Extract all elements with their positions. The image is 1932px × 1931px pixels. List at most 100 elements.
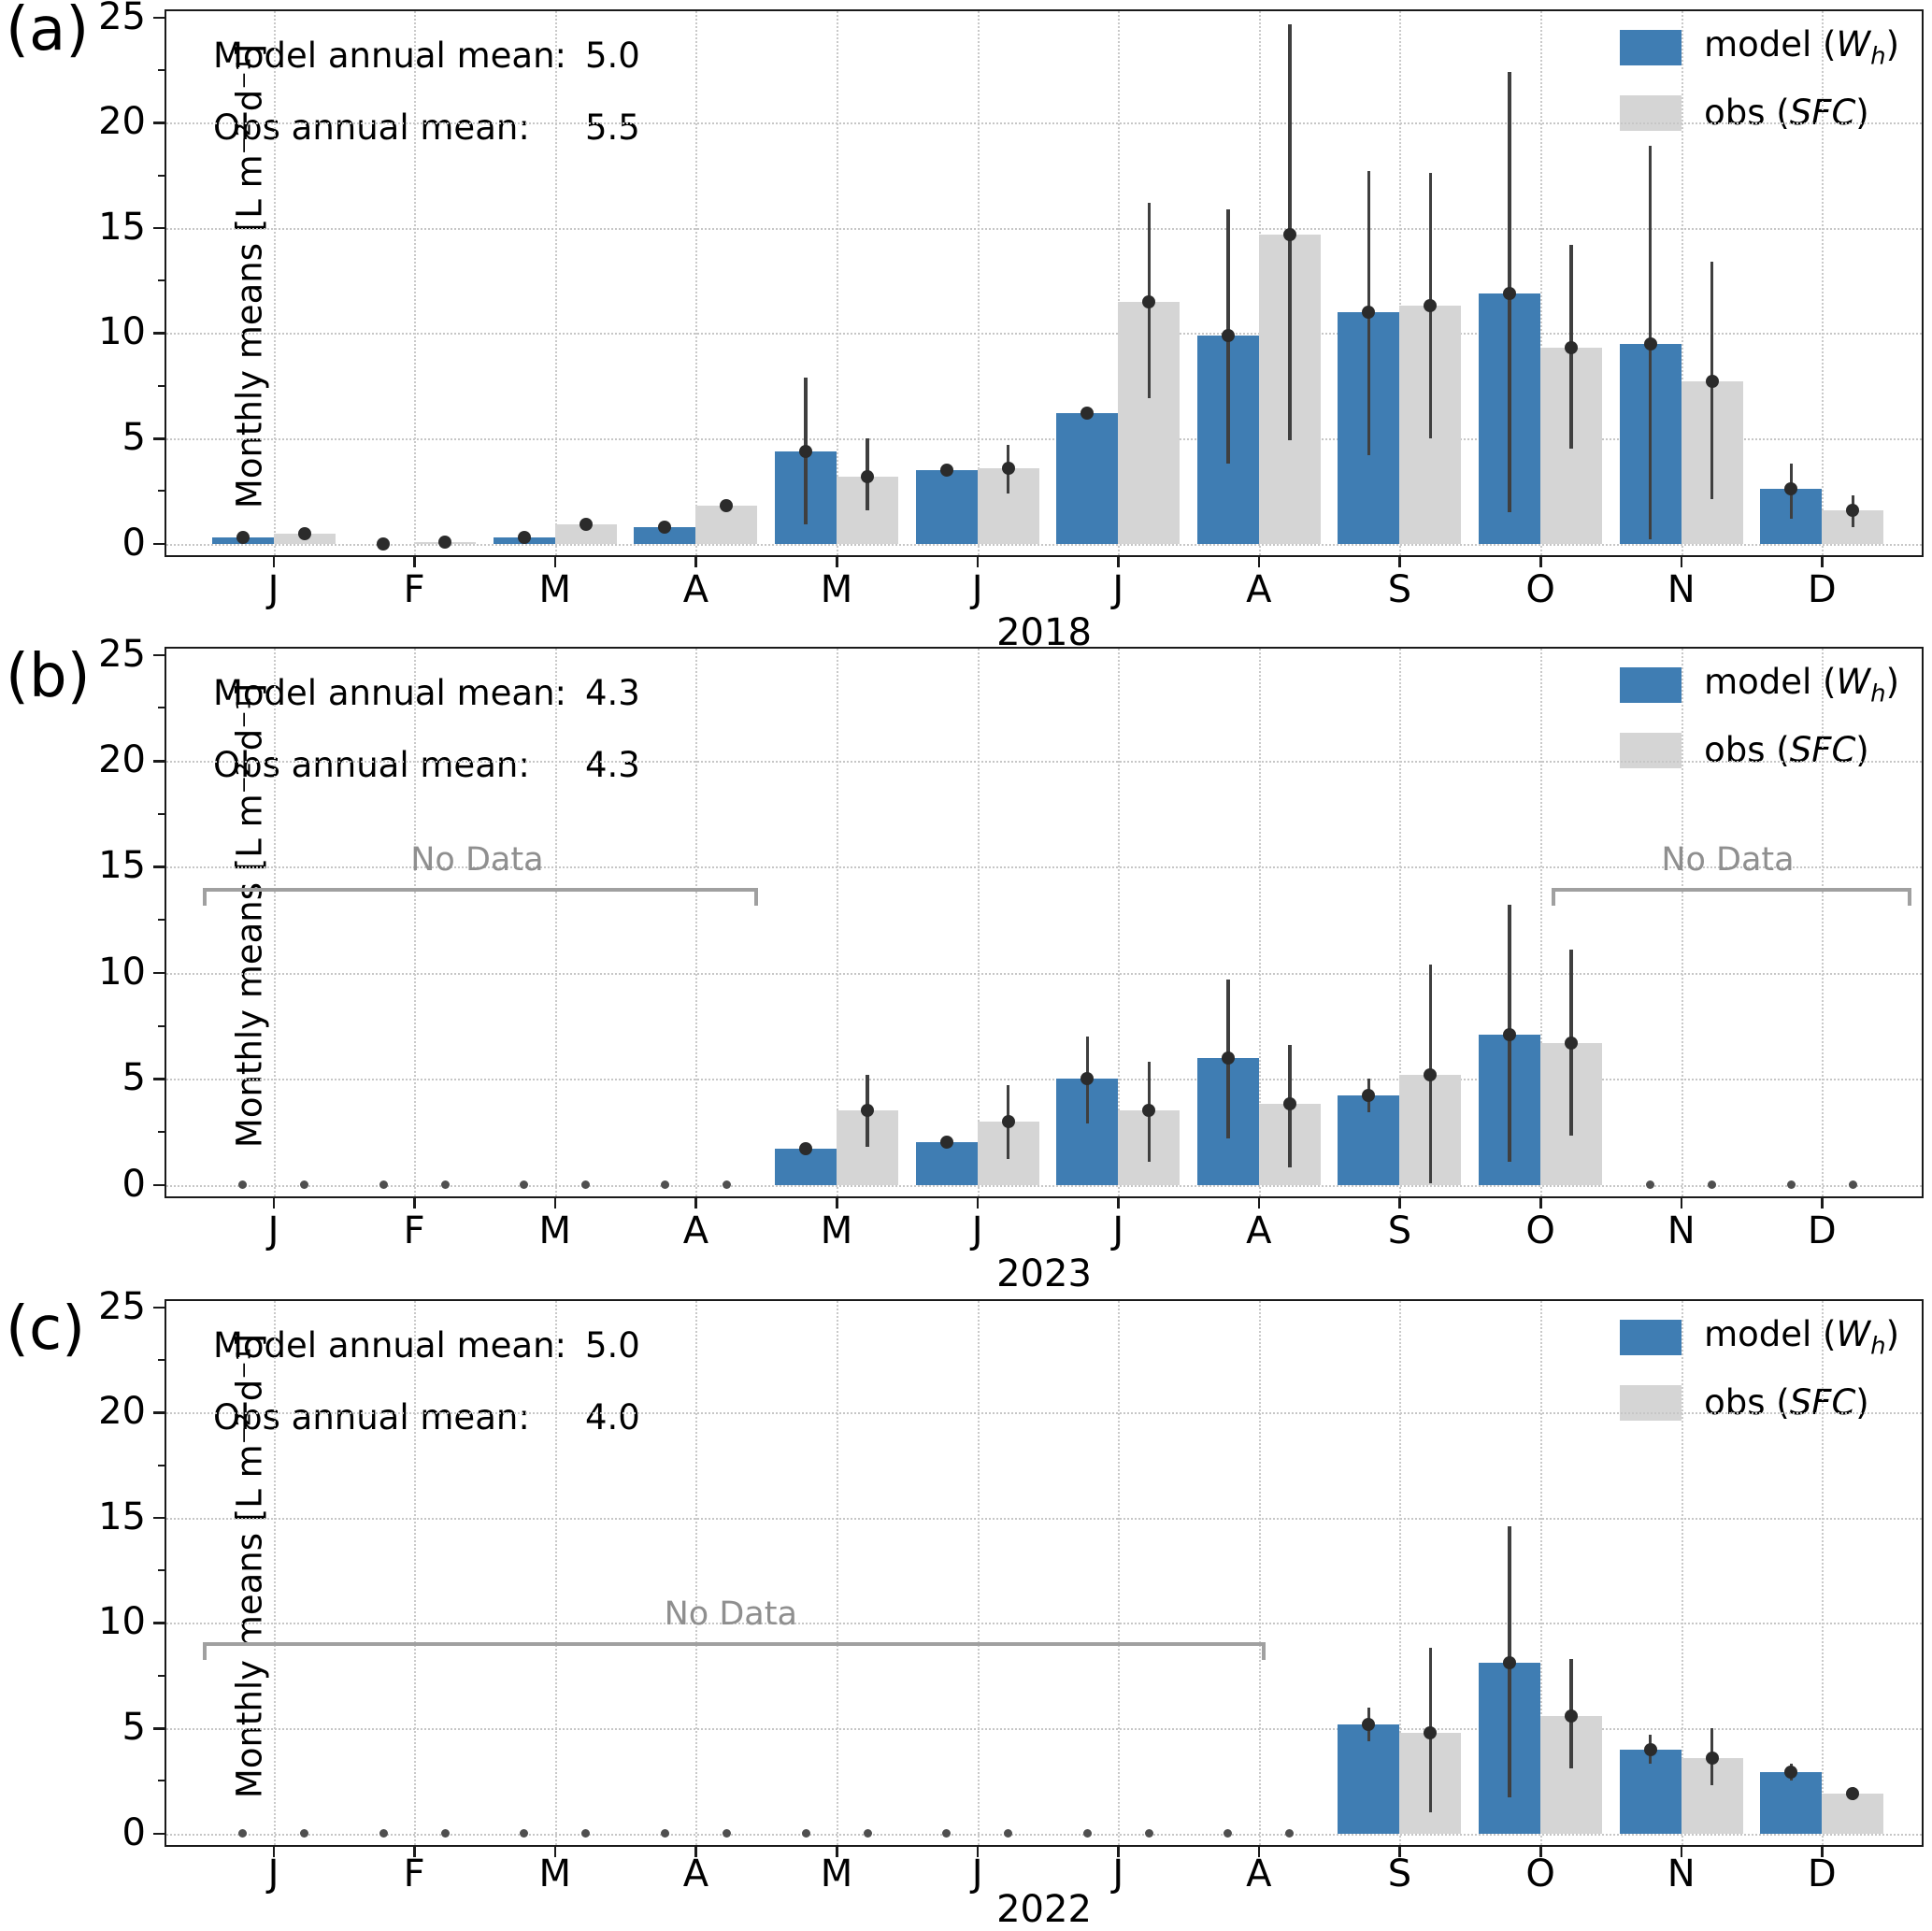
legend: model (Wh) obs (SFC) <box>1620 24 1899 155</box>
mean-marker-model <box>1503 1656 1517 1670</box>
model-swatch <box>1620 1319 1682 1355</box>
y-minor-tick <box>158 1359 166 1362</box>
mean-marker-model <box>1362 1089 1376 1103</box>
mean-marker-obs <box>1565 1036 1579 1050</box>
y-tick-label: 25 <box>98 1284 146 1328</box>
x-gridline <box>1118 1301 1121 1845</box>
x-tick <box>413 555 416 567</box>
no-data-zero-marker <box>863 1829 872 1838</box>
x-gridline <box>414 649 417 1196</box>
legend-model-label: model (Wh) <box>1704 662 1899 708</box>
y-tick-label: 10 <box>98 1600 146 1644</box>
panel-a-letter: (a) <box>6 0 90 64</box>
x-tick <box>553 1196 557 1209</box>
mean-marker-model <box>1503 1027 1517 1041</box>
x-tick-label-month: D <box>1807 568 1837 611</box>
x-tick-label-month: M <box>538 1209 572 1252</box>
x-tick <box>1117 555 1120 567</box>
no-data-zero-marker <box>238 1829 248 1838</box>
x-tick <box>836 555 838 567</box>
mean-marker-model <box>658 520 672 534</box>
y-gridline <box>166 438 1922 441</box>
x-tick-label-month: N <box>1667 568 1696 611</box>
bar-model <box>1338 1724 1400 1834</box>
y-tick-label: 15 <box>98 844 146 888</box>
y-tick-label: 5 <box>122 1706 146 1750</box>
x-tick-label-month: J <box>1112 1852 1124 1895</box>
y-tick-label: 20 <box>98 738 146 782</box>
obs-swatch <box>1620 732 1682 768</box>
no-data-zero-marker <box>581 1180 591 1190</box>
panel-b: (b) Monthly means [L m⁻² d⁻¹] Model annu… <box>0 633 1932 1299</box>
x-tick <box>1539 1845 1542 1857</box>
y-tick-label: 15 <box>98 1495 146 1538</box>
mean-marker-obs <box>861 1104 875 1118</box>
y-tick-label: 5 <box>122 416 146 460</box>
obs-annual-mean-value: 5.5 <box>585 107 640 148</box>
mean-marker-model <box>1221 328 1235 342</box>
x-tick-label-month: J <box>1112 1209 1124 1252</box>
x-tick-label-month: A <box>1246 1852 1272 1895</box>
obs-annual-mean-value: 4.3 <box>585 745 640 785</box>
obs-swatch <box>1620 94 1682 131</box>
x-tick-label-month: S <box>1387 568 1412 611</box>
x-tick-label-month: J <box>1112 568 1124 611</box>
model-annual-mean-line: Model annual mean: 5.0 <box>213 1325 640 1366</box>
mean-marker-obs <box>1001 1114 1015 1128</box>
x-gridline <box>1822 649 1825 1196</box>
mean-marker-model <box>1784 1766 1798 1780</box>
no-data-zero-marker <box>238 1180 248 1190</box>
x-tick <box>1257 1845 1261 1857</box>
y-minor-tick <box>158 279 166 282</box>
model-annual-mean-line: Model annual mean: 4.3 <box>213 673 640 713</box>
x-tick-label-month: J <box>971 1852 983 1895</box>
bar-model <box>915 1142 978 1185</box>
x-gridline <box>1399 1301 1402 1845</box>
x-gridline <box>273 649 276 1196</box>
x-tick <box>1821 1845 1824 1857</box>
no-data-zero-marker <box>801 1829 810 1838</box>
y-tick <box>153 437 166 440</box>
legend-item-obs: obs (SFC) <box>1620 1382 1899 1423</box>
no-data-label: No Data <box>410 841 544 880</box>
panel-b-plot-area: Monthly means [L m⁻² d⁻¹] Model annual m… <box>98 633 1924 1295</box>
bar-obs <box>1822 1793 1884 1834</box>
no-data-bracket <box>203 888 759 907</box>
y-tick-label: 10 <box>98 310 146 354</box>
no-data-bracket <box>1551 888 1912 907</box>
obs-annual-mean-label: Obs annual mean: <box>213 107 530 148</box>
x-tick-label-month: A <box>682 1209 709 1252</box>
x-tick <box>553 555 557 567</box>
no-data-zero-marker <box>722 1180 731 1190</box>
x-gridline <box>1118 649 1121 1196</box>
x-tick <box>1257 555 1261 567</box>
mean-marker-obs <box>1565 1709 1579 1723</box>
x-axis-year-label: 2023 <box>996 1252 1092 1295</box>
y-tick-label: 0 <box>122 1810 146 1854</box>
model-annual-mean-label: Model annual mean: <box>213 1325 566 1366</box>
legend: model (Wh) obs (SFC) <box>1620 1314 1899 1445</box>
no-data-zero-marker <box>520 1180 529 1190</box>
mean-marker-model <box>377 536 391 551</box>
legend-obs-label: obs (SFC) <box>1704 1382 1869 1423</box>
x-tick-label-month: S <box>1387 1209 1412 1252</box>
y-gridline <box>166 333 1922 336</box>
bar-model <box>634 526 696 544</box>
mean-marker-obs <box>1424 299 1438 313</box>
y-minor-tick <box>158 919 166 922</box>
x-tick-label-month: J <box>971 1209 983 1252</box>
no-data-zero-marker <box>1285 1829 1295 1838</box>
x-gridline <box>1540 11 1543 555</box>
x-tick <box>1680 555 1683 567</box>
x-tick-label-month: F <box>403 1209 425 1252</box>
y-gridline <box>166 761 1922 764</box>
x-tick-label-month: M <box>538 568 572 611</box>
x-gridline <box>1399 11 1402 555</box>
no-data-zero-marker <box>520 1829 529 1838</box>
x-gridline <box>1258 1301 1261 1845</box>
legend-item-model: model (Wh) <box>1620 662 1899 708</box>
x-tick-label-month: S <box>1387 1852 1412 1895</box>
mean-marker-model <box>1784 482 1798 496</box>
x-tick-label-month: D <box>1807 1852 1837 1895</box>
panel-c-letter: (c) <box>6 1294 86 1364</box>
